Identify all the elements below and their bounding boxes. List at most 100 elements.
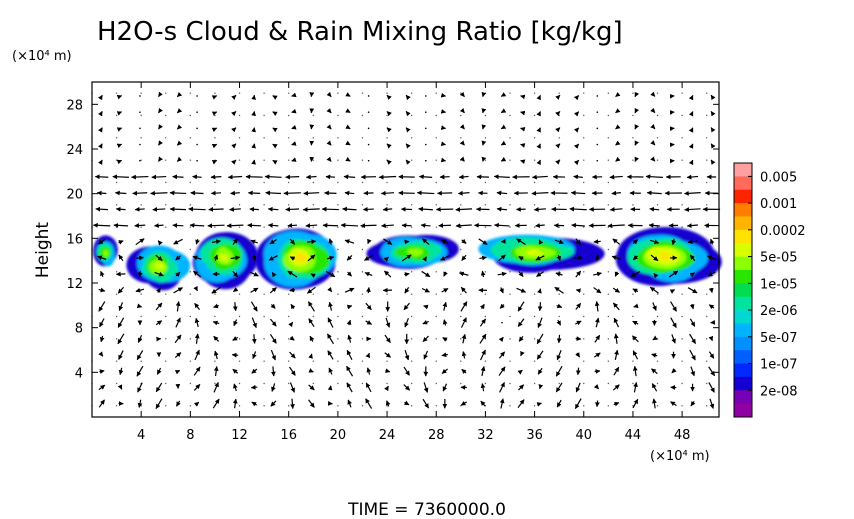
grid-dot (337, 293, 339, 295)
wind-vector (457, 190, 470, 196)
grid-dot (484, 360, 487, 362)
wind-vector (518, 335, 524, 342)
grid-dot (558, 92, 560, 94)
wind-vector (308, 399, 315, 408)
wind-vector (158, 156, 163, 162)
grid-dot (706, 114, 708, 117)
grid-dot (410, 405, 413, 407)
colorbar-label: 2e-06 (760, 304, 798, 319)
wind-vector (288, 321, 294, 328)
wind-vector (555, 127, 561, 133)
grid-dot (533, 226, 536, 228)
wind-vector (575, 367, 581, 376)
grid-dot (509, 114, 511, 117)
wind-vector (424, 143, 427, 146)
grid-dot (263, 360, 265, 362)
grid-dot (288, 315, 290, 318)
grid-dot (386, 405, 388, 407)
wind-vector (251, 317, 257, 329)
wind-vector (555, 143, 561, 149)
grid-dot (263, 382, 265, 385)
grid-dot (238, 204, 241, 206)
wind-vector (689, 349, 696, 361)
wind-vector (421, 287, 430, 293)
grid-dot (337, 204, 339, 206)
wind-vector (289, 238, 296, 245)
wind-vector (347, 334, 352, 343)
wind-vector (593, 352, 601, 358)
wind-vector (613, 401, 620, 407)
grid-dot (632, 226, 634, 228)
wind-vector (99, 318, 105, 328)
grid-dot (214, 360, 216, 362)
grid-dot (361, 226, 364, 228)
grid-dot (632, 360, 634, 362)
wind-vector (405, 94, 411, 101)
wind-vector (418, 174, 433, 180)
grid-dot (435, 293, 437, 295)
grid-dot (583, 204, 585, 206)
cloud-cell (410, 249, 423, 257)
wind-vector (325, 270, 336, 278)
grid-dot (632, 159, 634, 161)
grid-dot (410, 271, 413, 273)
wind-vector (480, 270, 486, 278)
wind-vector (424, 127, 427, 130)
grid-dot (140, 360, 142, 362)
wind-vector (366, 286, 371, 294)
wind-vector (285, 207, 300, 212)
wind-vector (231, 159, 237, 165)
wind-vector (709, 238, 715, 245)
wind-vector (308, 368, 314, 373)
grid-dot (386, 226, 388, 228)
wind-vector (594, 369, 601, 374)
wind-vector (421, 270, 431, 278)
wind-vector (193, 285, 198, 292)
wind-vector (272, 159, 278, 165)
wind-vector (497, 271, 507, 277)
wind-vector (193, 401, 200, 407)
wind-vector (535, 223, 545, 228)
grid-dot (533, 360, 536, 362)
grid-dot (361, 405, 364, 407)
grid-dot (361, 204, 364, 206)
wind-vector (245, 174, 263, 180)
grid-dot (361, 315, 364, 318)
wind-vector (500, 108, 507, 114)
colorbar-swatch (734, 296, 752, 311)
wind-vector (157, 240, 163, 246)
wind-vector (137, 382, 143, 393)
wind-vector (645, 174, 663, 180)
wind-vector (155, 254, 163, 262)
wind-vector (649, 286, 659, 294)
wind-vector (131, 174, 149, 180)
grid-dot (607, 360, 610, 362)
grid-dot (288, 405, 290, 407)
wind-vector (518, 271, 524, 277)
wind-vector (154, 271, 164, 277)
grid-dot (509, 181, 511, 184)
wind-vector (615, 124, 621, 130)
grid-dot (312, 360, 314, 362)
grid-dot (263, 92, 265, 94)
grid-dot (706, 360, 708, 362)
colorbar-label: 0.001 (760, 197, 797, 212)
wind-vector (494, 222, 510, 228)
colorbar-swatch (734, 189, 752, 204)
grid-dot (165, 315, 167, 318)
wind-vector (382, 206, 393, 212)
grid-dot (361, 382, 364, 385)
grid-dot (140, 137, 142, 139)
wind-vector (708, 351, 715, 359)
grid-dot (583, 181, 585, 184)
wind-vector (346, 271, 352, 277)
wind-vector (500, 124, 507, 130)
wind-vector (231, 352, 239, 358)
grid-dot (189, 92, 192, 94)
wind-vector (499, 382, 505, 393)
grid-dot (460, 360, 462, 362)
wind-vector (192, 255, 202, 261)
wind-vector (575, 238, 582, 245)
wind-vector (574, 398, 582, 410)
wind-vector (650, 156, 656, 162)
